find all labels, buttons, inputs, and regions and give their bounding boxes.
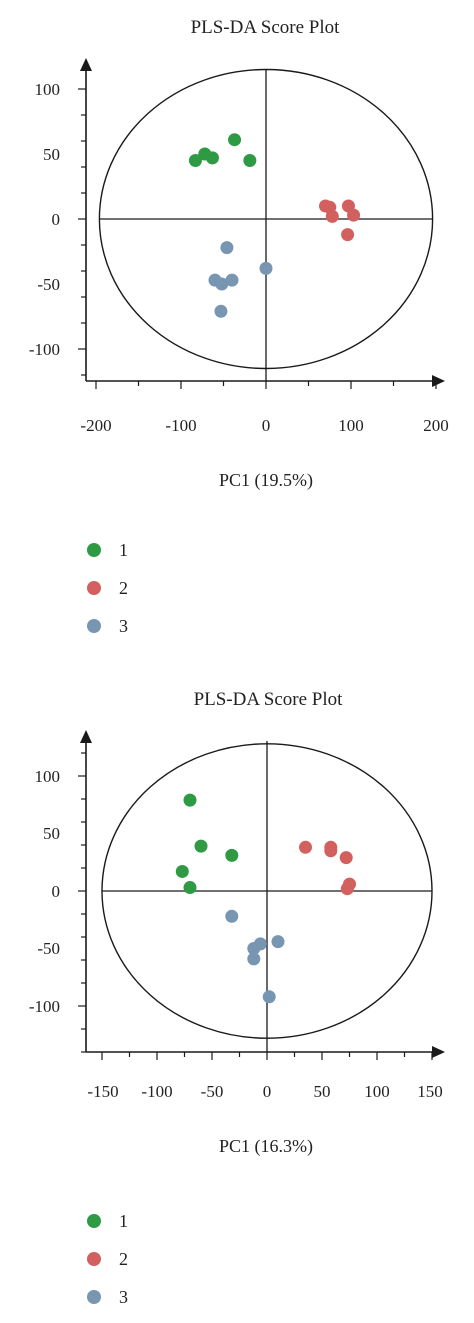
chart-2-point-group-3 bbox=[262, 990, 276, 1004]
chart-2-legend-label-3: 3 bbox=[119, 1287, 128, 1307]
chart-1-x-axis-label: PC1 (19.5%) bbox=[219, 470, 313, 491]
chart-2-title: PLS-DA Score Plot bbox=[194, 689, 344, 710]
chart-1-point-group-1 bbox=[205, 151, 219, 165]
chart-1-xtick-100: 100 bbox=[338, 416, 364, 435]
chart-1-point-group-2 bbox=[325, 209, 339, 223]
chart-1-ytick-50: 50 bbox=[43, 145, 60, 164]
chart-2-xtick-minus50: -50 bbox=[201, 1082, 224, 1101]
chart-1-x-axis-arrow bbox=[432, 375, 445, 387]
chart-2-xtick-100: 100 bbox=[364, 1082, 390, 1101]
chart-2-point-group-2 bbox=[340, 882, 354, 896]
chart-2-xtick-50: 50 bbox=[314, 1082, 331, 1101]
chart-2-x-axis-arrow bbox=[432, 1046, 445, 1058]
chart-2-ytick-50: 50 bbox=[43, 824, 60, 843]
chart-1-xtick-minus100: -100 bbox=[165, 416, 196, 435]
chart-2-point-group-1 bbox=[225, 848, 239, 862]
chart-1-ytick-minus50: -50 bbox=[37, 275, 60, 294]
chart-2-legend-marker-2 bbox=[87, 1252, 101, 1266]
chart-1-point-group-1 bbox=[243, 154, 257, 167]
chart-1-point-group-3 bbox=[214, 304, 228, 318]
chart-2-y-ticks: 100 50 0 -50 -100 bbox=[29, 767, 60, 1016]
chart-2-ytick-100: 100 bbox=[35, 767, 61, 786]
chart-2-xtick-0: 0 bbox=[263, 1082, 272, 1101]
chart-1-point-group-2 bbox=[341, 228, 355, 242]
chart-2-x-axis-label: PC1 (16.3%) bbox=[219, 1136, 313, 1157]
score-plot-2: PLS-DA Score Plot 100 50 0 -50 -100 -150… bbox=[29, 689, 445, 1307]
chart-1-ytick-0: 0 bbox=[52, 210, 61, 229]
chart-2-ytick-minus50: -50 bbox=[37, 939, 60, 958]
chart-2-xtick-minus100: -100 bbox=[141, 1082, 172, 1101]
chart-1-y-axis-arrow bbox=[80, 58, 92, 71]
chart-2-point-group-2 bbox=[299, 840, 312, 854]
chart-1-legend-label-2: 2 bbox=[119, 578, 128, 598]
chart-2-point-group-2 bbox=[324, 844, 338, 858]
chart-1-legend-label-3: 3 bbox=[119, 616, 128, 636]
chart-2-plot-area bbox=[78, 730, 445, 1060]
chart-2-point-group-1 bbox=[183, 881, 197, 895]
chart-2-point-group-3 bbox=[271, 935, 285, 949]
chart-1-legend: 1 2 3 bbox=[87, 540, 128, 636]
chart-1-xtick-minus200: -200 bbox=[80, 416, 111, 435]
chart-2-x-ticks: -150 -100 -50 0 50 100 150 bbox=[87, 1082, 442, 1101]
chart-2-legend-marker-1 bbox=[87, 1214, 101, 1228]
chart-2-point-group-3 bbox=[247, 952, 261, 966]
chart-1-plot-area bbox=[78, 58, 445, 389]
chart-2-point-group-1 bbox=[194, 839, 208, 853]
chart-2-y-axis-arrow bbox=[80, 730, 92, 743]
chart-1-title: PLS-DA Score Plot bbox=[191, 17, 341, 38]
chart-1-point-group-2 bbox=[347, 208, 361, 222]
chart-1-point-group-3 bbox=[220, 241, 234, 255]
chart-2-xtick-minus150: -150 bbox=[87, 1082, 118, 1101]
chart-1-point-group-3 bbox=[215, 277, 229, 291]
chart-1-xtick-0: 0 bbox=[262, 416, 271, 435]
chart-1-legend-label-1: 1 bbox=[119, 540, 128, 560]
chart-2-point-group-1 bbox=[175, 864, 189, 878]
chart-1-xtick-200: 200 bbox=[423, 416, 449, 435]
chart-1-legend-marker-2 bbox=[87, 581, 101, 595]
chart-1-x-ticks: -200 -100 0 100 200 bbox=[80, 416, 448, 435]
chart-1-ytick-minus100: -100 bbox=[29, 340, 60, 359]
chart-2-point-group-2 bbox=[339, 851, 353, 865]
chart-2-ytick-minus100: -100 bbox=[29, 997, 60, 1016]
chart-1-point-group-1 bbox=[228, 133, 242, 147]
chart-1-y-ticks: 100 50 0 -50 -100 bbox=[29, 80, 60, 359]
chart-2-xtick-150: 150 bbox=[417, 1082, 443, 1101]
chart-2-legend: 1 2 3 bbox=[87, 1211, 128, 1307]
chart-2-legend-marker-3 bbox=[87, 1290, 101, 1304]
chart-2-legend-label-1: 1 bbox=[119, 1211, 128, 1231]
chart-1-point-group-3 bbox=[259, 261, 273, 275]
chart-1-legend-marker-3 bbox=[87, 619, 101, 633]
chart-2-point-group-3 bbox=[225, 909, 239, 923]
chart-2-point-group-3 bbox=[253, 937, 267, 951]
chart-2-point-group-1 bbox=[183, 793, 197, 807]
chart-1-point-group-3 bbox=[225, 273, 239, 287]
chart-1-ytick-100: 100 bbox=[35, 80, 61, 99]
chart-2-ytick-0: 0 bbox=[52, 882, 61, 901]
chart-1-legend-marker-1 bbox=[87, 543, 101, 557]
score-plot-1: PLS-DA Score Plot 100 50 0 -50 -100 -200… bbox=[29, 17, 449, 636]
chart-1-point-group-1 bbox=[188, 154, 202, 167]
chart-2-legend-label-2: 2 bbox=[119, 1249, 128, 1269]
